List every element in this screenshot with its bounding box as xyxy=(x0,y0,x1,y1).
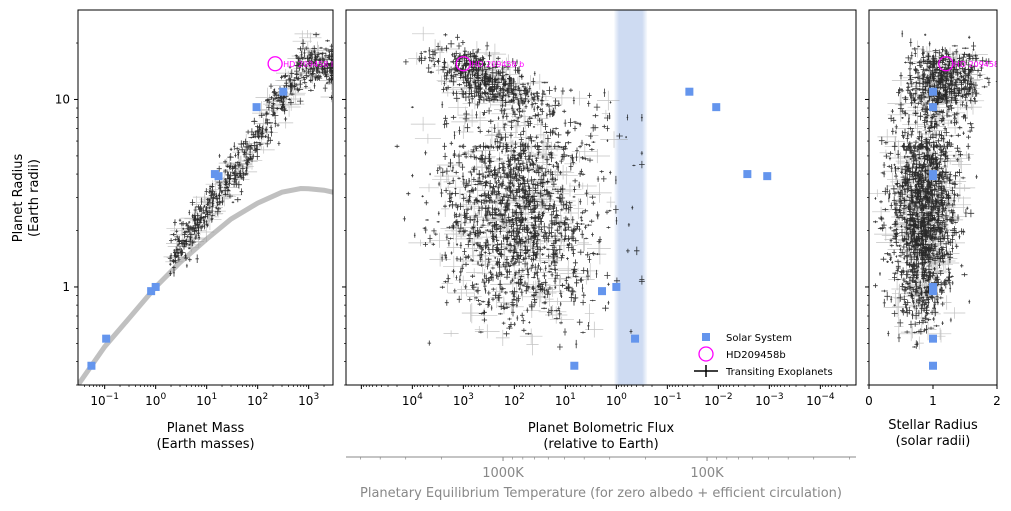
legend: Solar System HD209458b Transiting Exoplane… xyxy=(694,333,833,378)
hd209458b-label: HD 209458 b xyxy=(954,60,1007,69)
hd209458b-label: HD 209458 b xyxy=(283,60,336,69)
solar-system-marker xyxy=(102,334,111,343)
flux-radius-panel: HD 209458 b 104 103 102 101 100 10−1 10−2 10−3 1… xyxy=(342,9,857,501)
solar-system-marker xyxy=(279,87,288,96)
x-tick-label: 100 xyxy=(145,392,166,408)
x-tick-label: 101 xyxy=(555,392,576,408)
solar-system-marker xyxy=(929,103,937,112)
mass-radius-x-label: Planet Mass (Earth masses) xyxy=(156,421,254,452)
mass-radius-panel: HD 209458 b 10−1 100 101 102 103 1 10 Planet M… xyxy=(11,9,336,452)
legend-highlight-marker xyxy=(698,346,714,362)
flux-x-label-line1: Planet Bolometric Flux xyxy=(528,421,675,436)
temperature-tick-label: 1000K xyxy=(482,466,524,481)
x-tick-label: 10−1 xyxy=(653,392,682,408)
stellar-radius-ticks: 0 1 2 xyxy=(865,42,1001,408)
hd209458b-marker xyxy=(938,56,954,72)
legend-solar-marker xyxy=(702,333,710,341)
stellar-x-label-line1: Stellar Radius xyxy=(888,418,978,433)
temperature-axis-label: Planetary Equilibrium Temperature (for z… xyxy=(360,486,842,501)
temperature-axis: Planetary Equilibrium Temperature (for z… xyxy=(346,456,856,501)
solar-system-marker xyxy=(929,361,937,370)
flux-radius-markers: HD 209458 b xyxy=(455,56,772,370)
radius-y-label: Planet Radius (Earth radii) xyxy=(11,154,42,243)
habitable-zone-band xyxy=(614,10,648,385)
mass-radius-markers: HD 209458 b xyxy=(87,56,336,370)
solar-system-marker xyxy=(712,103,721,112)
radius-y-label-line1: Planet Radius xyxy=(11,154,26,243)
legend-label: Transiting Exoplanets xyxy=(725,367,833,378)
stellar-x-label: Stellar Radius (solar radii) xyxy=(888,418,978,449)
solar-system-marker xyxy=(929,87,937,96)
flux-radius-ticks: 104 103 102 101 100 10−1 10−2 10−3 10−4 xyxy=(342,42,848,408)
radius-y-label-line2: (Earth radii) xyxy=(27,159,42,237)
legend-label: HD209458b xyxy=(726,350,786,361)
hd209458b-label: HD 209458 b xyxy=(471,60,524,69)
solar-system-marker xyxy=(929,287,937,296)
flux-radius-frame xyxy=(345,9,857,386)
x-tick-label: 103 xyxy=(453,392,474,408)
hd209458b-marker xyxy=(455,56,472,72)
solar-system-marker xyxy=(151,282,160,291)
solar-system-marker xyxy=(929,172,937,181)
x-tick-label: 100 xyxy=(606,392,627,408)
habitable-zone-rect xyxy=(614,10,648,385)
x-tick-label: 102 xyxy=(247,392,268,408)
x-tick-label: 10−4 xyxy=(806,392,835,408)
solar-system-marker xyxy=(929,282,937,291)
mass-radius-curve-layer xyxy=(78,185,333,385)
solar-system-marker xyxy=(929,334,937,343)
x-tick-label: 101 xyxy=(196,392,217,408)
solar-system-marker xyxy=(612,282,621,291)
stellar-x-label-line2: (solar radii) xyxy=(896,434,971,449)
solar-system-marker xyxy=(598,287,607,296)
x-tick-label: 2 xyxy=(993,394,1001,408)
x-tick-label: 10−1 xyxy=(90,392,119,408)
exoplanet-errorbars xyxy=(394,33,645,351)
y-tick-label: 1 xyxy=(62,280,70,294)
legend-label: Solar System xyxy=(726,333,792,344)
legend-exoplanet-marker xyxy=(694,365,718,377)
y-tick-label: 10 xyxy=(55,92,70,106)
flux-radius-exoplanets xyxy=(394,26,645,356)
exoplanet-errorbars xyxy=(873,30,997,349)
flux-x-label: Planet Bolometric Flux (relative to Eart… xyxy=(528,421,675,452)
exoplanet-errorbars xyxy=(167,32,333,277)
x-tick-label: 0 xyxy=(865,394,873,408)
x-tick-label: 1 xyxy=(929,394,937,408)
stellar-radius-panel: HD 209458 b 0 1 2 Stellar Radius (solar ra… xyxy=(865,9,1007,449)
x-tick-label: 102 xyxy=(504,392,525,408)
stellar-radius-markers: HD 209458 b xyxy=(929,56,1007,370)
solar-system-marker xyxy=(631,334,640,343)
solar-system-marker xyxy=(743,170,752,179)
solar-system-marker xyxy=(252,103,261,112)
hd209458b-marker xyxy=(267,56,283,72)
temperature-tick-label: 100K xyxy=(690,466,724,481)
x-tick-label: 10−3 xyxy=(755,392,784,408)
solar-system-marker xyxy=(147,287,156,296)
mass-radius-exoplanets xyxy=(163,30,333,277)
mass-x-label-line1: Planet Mass xyxy=(167,421,245,436)
x-tick-label: 103 xyxy=(298,392,319,408)
rocky-planet-curve xyxy=(78,185,333,385)
stellar-radius-exoplanets xyxy=(869,30,997,350)
x-tick-label: 104 xyxy=(402,392,423,408)
solar-system-marker xyxy=(685,87,694,96)
solar-system-marker xyxy=(87,361,96,370)
mass-radius-ticks: 10−1 100 101 102 103 1 10 xyxy=(55,42,325,408)
flux-x-label-line2: (relative to Earth) xyxy=(543,437,658,452)
solar-system-marker xyxy=(570,361,579,370)
x-tick-label: 10−2 xyxy=(704,392,733,408)
solar-system-marker xyxy=(214,172,223,181)
mass-x-label-line2: (Earth masses) xyxy=(156,437,254,452)
solar-system-marker xyxy=(763,172,772,181)
